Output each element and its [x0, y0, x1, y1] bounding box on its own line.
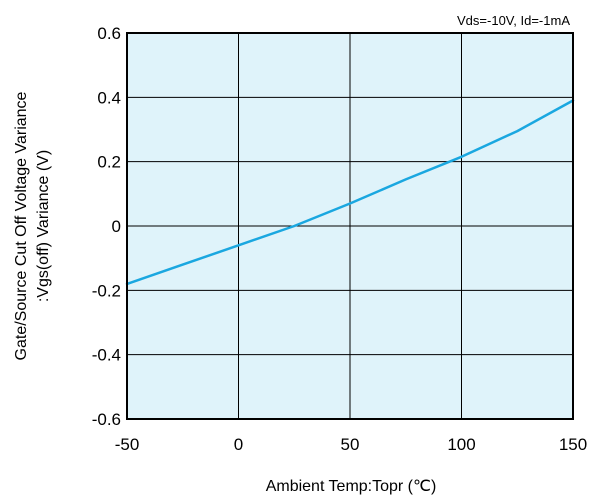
- y-tick-label: -0.6: [92, 410, 121, 429]
- y-tick-label: -0.4: [92, 346, 121, 365]
- x-tick-label: 50: [341, 435, 360, 454]
- y-tick-labels: -0.6 -0.4 -0.2 0 0.2 0.4 0.6: [92, 24, 121, 429]
- y-tick-label: 0.6: [97, 24, 121, 43]
- x-tick-label: 100: [447, 435, 475, 454]
- y-axis-title-line2: :Vgs(off) Variance (V): [35, 150, 52, 302]
- y-axis-title-line1: Gate/Source Cut Off Voltage Variance: [13, 91, 30, 360]
- y-tick-label: 0: [112, 217, 121, 236]
- series-line: [125, 99, 575, 286]
- y-tick-label: -0.2: [92, 281, 121, 300]
- plot-frame: [126, 32, 574, 420]
- x-tick-labels: -50 0 50 100 150: [115, 435, 587, 454]
- x-tick-label: -50: [115, 435, 140, 454]
- y-tick-label: 0.4: [97, 88, 121, 107]
- grid: [127, 33, 573, 419]
- test-conditions: Vds=-10V, Id=-1mA: [457, 13, 570, 28]
- x-tick-label: 0: [234, 435, 243, 454]
- x-axis-title: Ambient Temp:Topr (℃): [266, 478, 437, 495]
- y-tick-label: 0.2: [97, 153, 121, 172]
- x-tick-label: 150: [559, 435, 587, 454]
